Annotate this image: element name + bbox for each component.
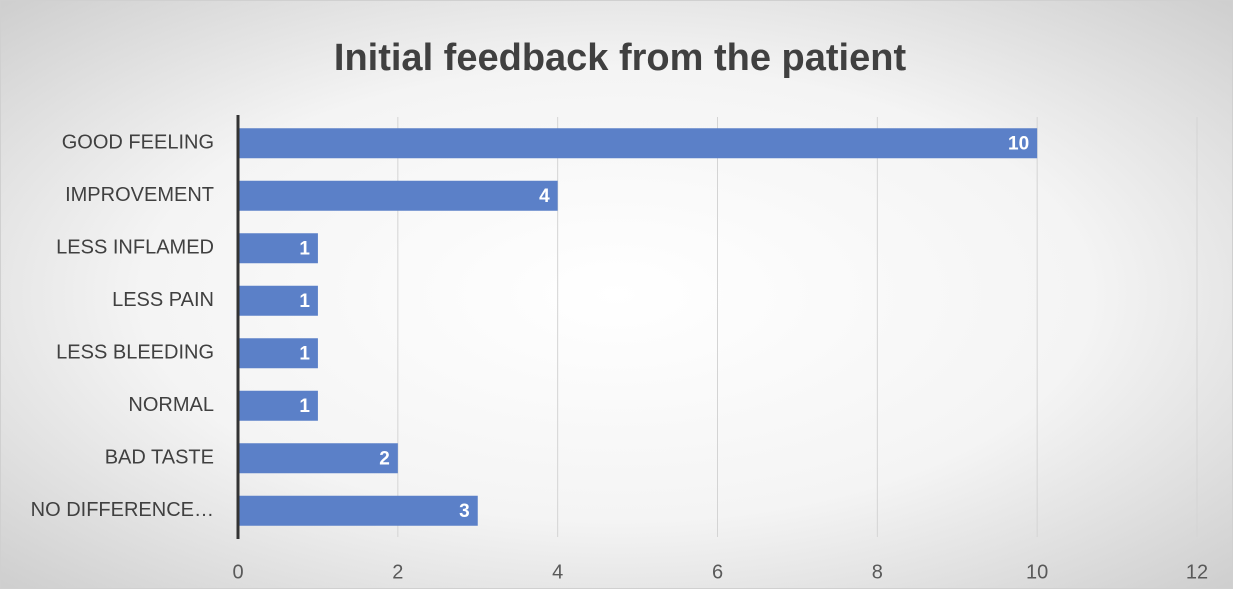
bar — [238, 285, 318, 316]
bar — [238, 233, 318, 264]
data-label: 1 — [299, 343, 310, 364]
bar — [238, 443, 398, 474]
bar — [238, 338, 318, 369]
y-tick-label: NO DIFFERENCE… — [31, 499, 214, 521]
x-tick-label: 12 — [1186, 561, 1208, 583]
y-tick-label: GOOD FEELING — [62, 132, 214, 154]
data-label: 10 — [1008, 133, 1029, 154]
bar — [238, 390, 318, 421]
x-tick-label: 10 — [1026, 561, 1048, 583]
x-tick-label: 4 — [552, 561, 563, 583]
y-tick-label: LESS PAIN — [112, 289, 214, 311]
bar — [238, 495, 478, 526]
data-label: 1 — [299, 238, 310, 259]
y-tick-label: LESS BLEEDING — [56, 342, 214, 364]
x-tick-label: 2 — [392, 561, 403, 583]
y-tick-label: NORMAL — [128, 394, 214, 416]
x-tick-label: 8 — [872, 561, 883, 583]
y-tick-label: BAD TASTE — [105, 447, 214, 469]
x-tick-label: 6 — [712, 561, 723, 583]
bar — [238, 128, 1038, 159]
y-tick-label: LESS INFLAMED — [56, 237, 214, 259]
chart-title: Initial feedback from the patient — [334, 37, 907, 79]
data-label: 1 — [299, 291, 310, 312]
data-label: 1 — [299, 396, 310, 417]
data-label: 3 — [459, 501, 470, 522]
data-label: 4 — [539, 186, 550, 207]
x-tick-label: 0 — [232, 561, 243, 583]
y-tick-label: IMPROVEMENT — [65, 184, 214, 206]
data-label: 2 — [379, 448, 390, 469]
bar — [238, 180, 558, 211]
